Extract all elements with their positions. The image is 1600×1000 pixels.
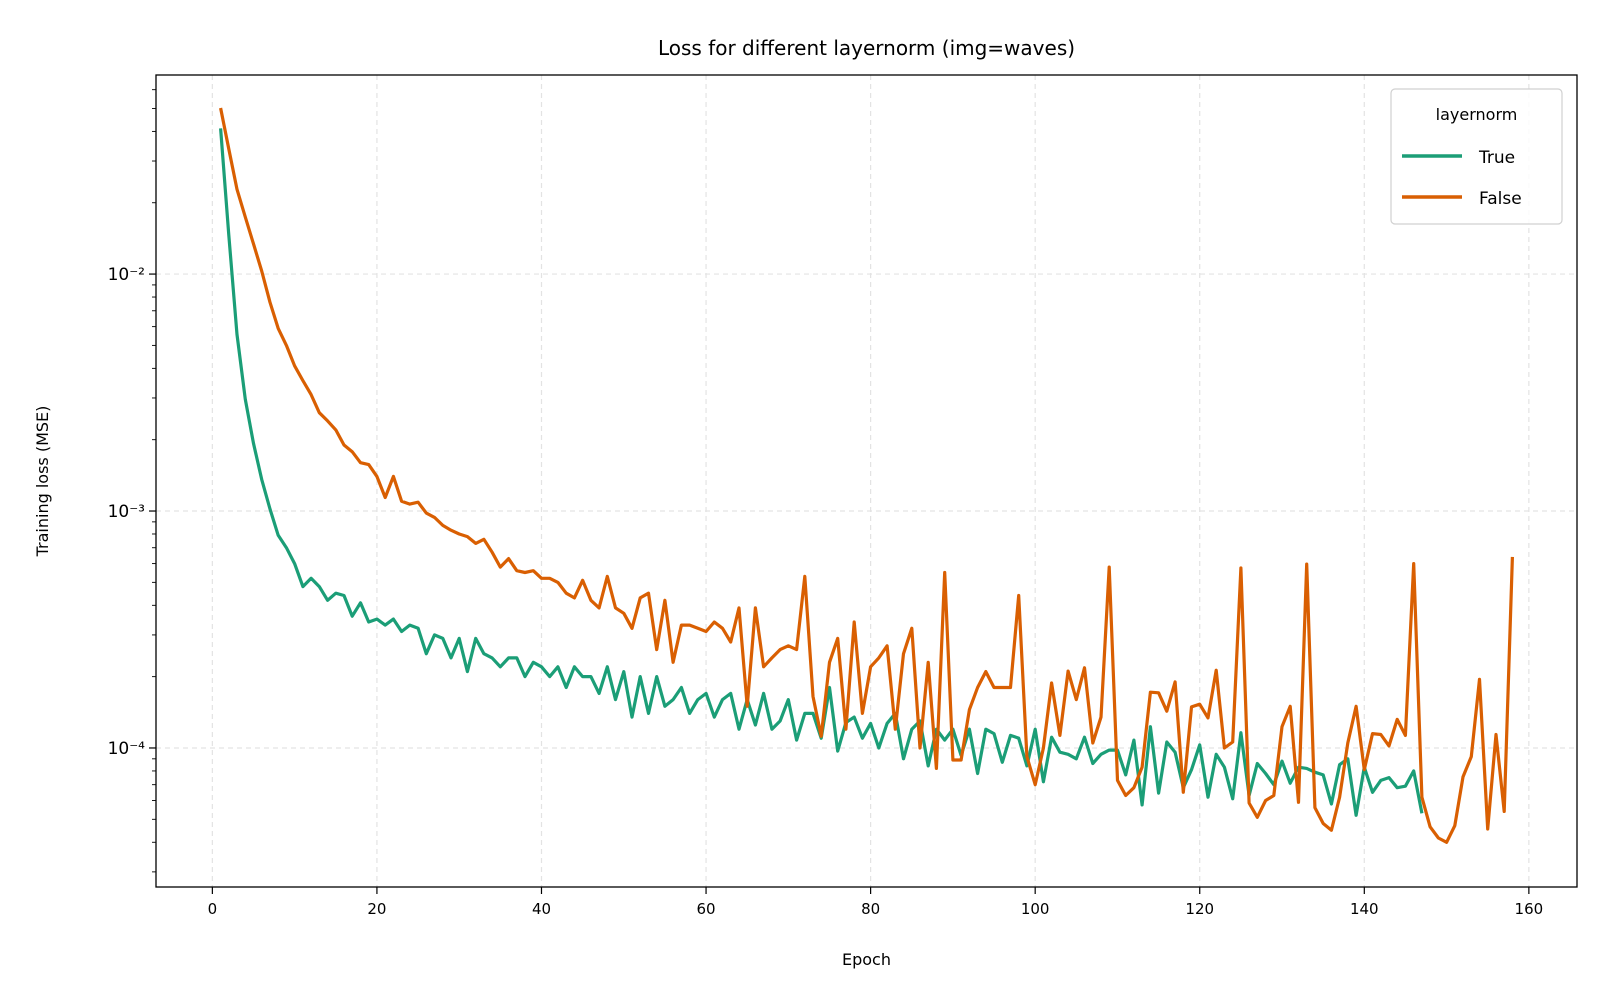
x-tick-label: 80 xyxy=(861,900,880,918)
legend-label-true: True xyxy=(1478,148,1515,168)
x-tick-label: 100 xyxy=(1021,900,1050,918)
chart-title: Loss for different layernorm (img=waves) xyxy=(658,36,1075,60)
series-lines xyxy=(219,107,1514,844)
x-tick-label: 120 xyxy=(1185,900,1214,918)
y-tick-label: 10⁻² xyxy=(108,265,145,285)
x-tick-label: 140 xyxy=(1350,900,1379,918)
x-axis-label: Epoch xyxy=(842,950,891,969)
x-tick-label: 40 xyxy=(532,900,551,918)
legend: layernorm True False xyxy=(1390,88,1563,225)
plot-frame xyxy=(155,74,1578,888)
y-tick-label: 10⁻⁴ xyxy=(108,739,146,759)
grid xyxy=(156,75,1577,887)
series-line-false xyxy=(219,107,1514,844)
series-line-true xyxy=(219,128,1424,817)
x-tick-label: 20 xyxy=(367,900,386,918)
x-tick-label: 160 xyxy=(1515,900,1544,918)
axis-ticks: 0 20 40 60 80 100 120 140 160 10⁻⁴ 10⁻³ 10⁻² xyxy=(108,89,1544,918)
y-tick-label: 10⁻³ xyxy=(108,502,145,522)
x-tick-label: 60 xyxy=(697,900,716,918)
y-axis-label: Training loss (MSE) xyxy=(33,406,52,558)
legend-box xyxy=(1390,88,1563,225)
x-tick-label: 0 xyxy=(208,900,218,918)
legend-label-false: False xyxy=(1479,189,1522,209)
legend-title: layernorm xyxy=(1436,105,1518,124)
